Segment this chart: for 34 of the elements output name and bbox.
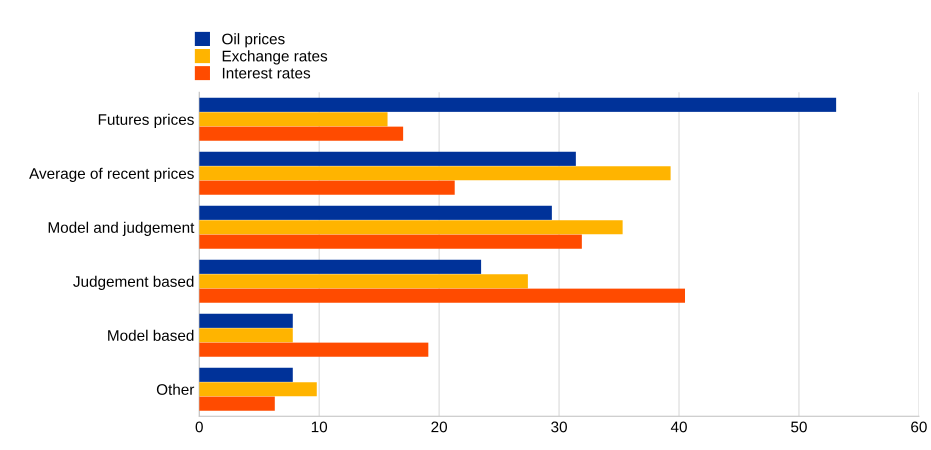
- bar: [199, 112, 388, 126]
- x-tick-label: 20: [431, 422, 448, 432]
- x-tick-label: 40: [670, 422, 687, 432]
- y-tick-label: Model and judgement: [48, 222, 194, 236]
- bar: [199, 328, 293, 342]
- y-tick-label: Average of recent prices: [29, 168, 194, 182]
- bar: [199, 98, 836, 112]
- bar: [199, 206, 552, 220]
- bar: [199, 342, 428, 357]
- bar: [199, 396, 275, 411]
- x-tick-label: 50: [791, 422, 807, 432]
- bar: [199, 126, 404, 141]
- bar: [199, 260, 482, 274]
- bar: [199, 314, 293, 328]
- bar: [199, 180, 455, 195]
- bar: [199, 382, 317, 396]
- bar: [199, 234, 582, 249]
- legend-label: Interest rates: [222, 68, 310, 79]
- x-tick-label: 10: [312, 422, 328, 432]
- y-tick-label: Model based: [108, 330, 194, 341]
- bar: [199, 152, 576, 166]
- x-tick-label: 0: [196, 422, 203, 432]
- y-tick-label: Futures prices: [98, 114, 194, 128]
- y-tick-label: Judgement based: [73, 276, 194, 290]
- bar: [199, 274, 528, 288]
- legend-label: Oil prices: [222, 33, 285, 48]
- y-tick-label: Other: [156, 384, 194, 395]
- x-tick-label: 30: [551, 422, 567, 432]
- legend-label: Exchange rates: [222, 50, 328, 64]
- bar: [199, 368, 293, 382]
- bar: [199, 166, 671, 180]
- x-tick-label: 60: [911, 422, 927, 432]
- bar: [199, 220, 623, 234]
- bar: [199, 288, 686, 303]
